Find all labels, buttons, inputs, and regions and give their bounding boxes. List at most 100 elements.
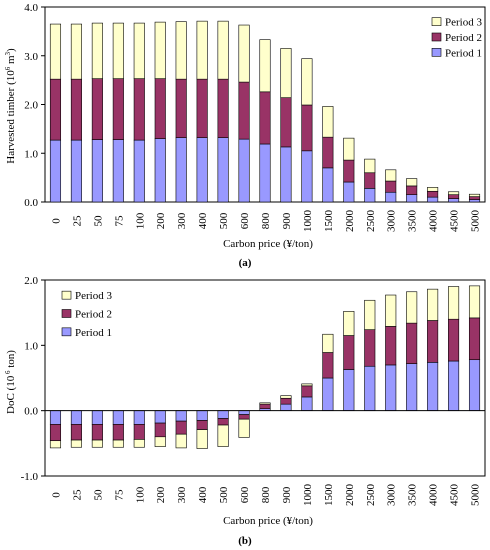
- chart-b-bar-period2-2500: [364, 329, 376, 367]
- chart-a-bar-period3-1000: [301, 58, 313, 106]
- chart-b-bar-period1-0: [49, 410, 62, 425]
- chart-a-legend-label: Period 1: [445, 47, 482, 59]
- chart-b-bar-period2-900: [280, 397, 292, 405]
- chart-a-legend-label: Period 2: [445, 32, 482, 44]
- chart-b-bar-period1-3500: [406, 363, 418, 411]
- chart-b-xtick-label: 5000: [470, 484, 482, 507]
- chart-b-bar-period3-300: [175, 433, 187, 449]
- chart-b-ytick-label: 2.0: [24, 275, 38, 287]
- chart-b-xtick-label: 200: [155, 486, 167, 503]
- chart-a-panel-label: (a): [239, 257, 252, 269]
- chart-a-bar-period3-5000: [468, 193, 481, 197]
- chart-a: Harvested timber (106 m3) Carbon price (…: [4, 2, 486, 269]
- chart-b-legend-label: Period 3: [75, 290, 112, 302]
- chart-a-xtick-label: 500: [218, 212, 230, 229]
- chart-b: DoC (10 6 ton) Carbon price (¥/ton) (b) …: [4, 275, 486, 547]
- chart-a-bar-period2-1500: [322, 136, 334, 169]
- chart-a-ytick-label: 1.0: [24, 148, 38, 160]
- chart-b-xtick-label: 2000: [344, 484, 356, 507]
- chart-a-bar-period1-300: [175, 137, 187, 203]
- chart-a-ylabel: Harvested timber (106 m3): [4, 48, 17, 164]
- chart-b-bar-period2-4500: [448, 318, 460, 362]
- chart-b-xtick-label: 2500: [365, 484, 377, 507]
- chart-b-bar-period2-100: [133, 424, 145, 440]
- chart-b-bar-period1-400: [196, 410, 208, 421]
- chart-a-xtick-label: 800: [260, 212, 272, 229]
- chart-b-bar-period2-0: [49, 424, 62, 442]
- chart-a-ytick-label: 4.0: [24, 2, 38, 14]
- chart-b-bar-period1-2000: [343, 369, 355, 411]
- chart-b-bar-period2-1000: [301, 385, 313, 398]
- chart-a-xtick-label: 100: [134, 212, 146, 229]
- chart-a-xtick-label: 900: [281, 212, 293, 229]
- chart-b-bar-period3-0: [49, 440, 62, 449]
- chart-b-bar-period2-800: [259, 403, 271, 410]
- chart-a-bar-period2-3500: [406, 185, 418, 195]
- chart-b-bar-period3-400: [196, 429, 208, 449]
- chart-a-bar-period1-200: [154, 138, 166, 203]
- chart-a-bar-period1-100: [133, 139, 145, 203]
- chart-a-bar-period2-500: [217, 78, 229, 138]
- chart-a-xtick-label: 4000: [428, 210, 440, 233]
- chart-a-bar-period3-25: [70, 23, 82, 80]
- chart-a-bar-period1-4000: [427, 196, 439, 203]
- chart-b-legend-swatch: [61, 309, 72, 318]
- chart-a-bar-period3-0: [49, 23, 62, 80]
- chart-a-bar-period2-400: [196, 78, 208, 138]
- chart-a-ytick-label: 0.0: [24, 197, 38, 209]
- chart-a-xtick-label: 1000: [302, 210, 314, 233]
- chart-b-bar-period2-600: [238, 414, 250, 420]
- chart-a-bar-period3-4000: [427, 187, 439, 192]
- chart-a-bar-period1-0: [49, 139, 62, 203]
- chart-b-bar-period1-900: [280, 403, 292, 411]
- chart-b-xtick-label: 600: [239, 486, 251, 503]
- chart-b-bar-period2-50: [91, 424, 103, 441]
- chart-b-legend: Period 3 Period 2 Period 1: [60, 286, 120, 341]
- chart-b-bar-period1-100: [133, 410, 145, 425]
- chart-a-xtick-label: 600: [239, 212, 251, 229]
- chart-b-bar-period3-2500: [364, 299, 376, 330]
- chart-a-xtick-label: 75: [113, 215, 125, 227]
- chart-a-bar-period2-2000: [343, 159, 355, 183]
- chart-a-xtick-label: 25: [71, 215, 83, 227]
- chart-b-bar-period2-4000: [427, 320, 439, 363]
- chart-a-bar-period2-2500: [364, 172, 376, 189]
- chart-a-ytick-label: 2.0: [24, 100, 38, 112]
- chart-b-bar-period2-25: [70, 424, 82, 441]
- chart-a-bar-period2-300: [175, 78, 187, 138]
- chart-a-legend-swatch: [431, 48, 442, 57]
- chart-b-xtick-label: 25: [71, 489, 83, 501]
- chart-b-bar-period1-5000: [468, 359, 481, 411]
- chart-b-bar-period2-3500: [406, 322, 418, 364]
- chart-a-ytick-label: 3.0: [24, 51, 38, 63]
- chart-a-bar-period1-3000: [385, 191, 397, 203]
- chart-a-bar-period1-900: [280, 146, 292, 203]
- chart-a-bar-period1-75: [112, 139, 124, 203]
- chart-a-bar-period3-400: [196, 20, 208, 80]
- chart-b-bar-period1-2500: [364, 365, 376, 411]
- chart-a-bar-period1-25: [70, 139, 82, 203]
- chart-b-bar-period3-50: [91, 439, 103, 448]
- chart-a-bar-period2-4500: [448, 194, 460, 199]
- chart-a-bar-period3-600: [238, 24, 250, 83]
- chart-a-bar-period2-900: [280, 97, 292, 148]
- chart-b-xtick-label: 3000: [386, 484, 398, 507]
- chart-b-bar-period1-1500: [322, 377, 334, 411]
- chart-a-bar-period3-3500: [406, 178, 418, 187]
- chart-a-bar-period3-3000: [385, 169, 397, 182]
- chart-b-bar-period1-50: [91, 410, 103, 425]
- chart-a-xtick-label: 300: [176, 212, 188, 229]
- chart-a-bar-period3-4500: [448, 191, 460, 195]
- chart-a-bar-period1-1000: [301, 150, 313, 203]
- chart-a-legend-swatch: [431, 32, 442, 42]
- chart-b-xtick-label: 500: [218, 486, 230, 503]
- chart-a-bar-period1-2500: [364, 188, 376, 203]
- chart-b-legend-label: Period 1: [75, 327, 112, 339]
- chart-b-legend-swatch: [61, 327, 72, 337]
- chart-a-bar-period1-800: [259, 143, 271, 203]
- chart-b-bar-period1-25: [70, 410, 82, 425]
- chart-a-bar-period1-2000: [343, 181, 355, 203]
- chart-b-legend-swatch: [61, 290, 72, 300]
- chart-b-bar-period3-1000: [301, 383, 313, 387]
- chart-a-bar-period1-4500: [448, 198, 460, 203]
